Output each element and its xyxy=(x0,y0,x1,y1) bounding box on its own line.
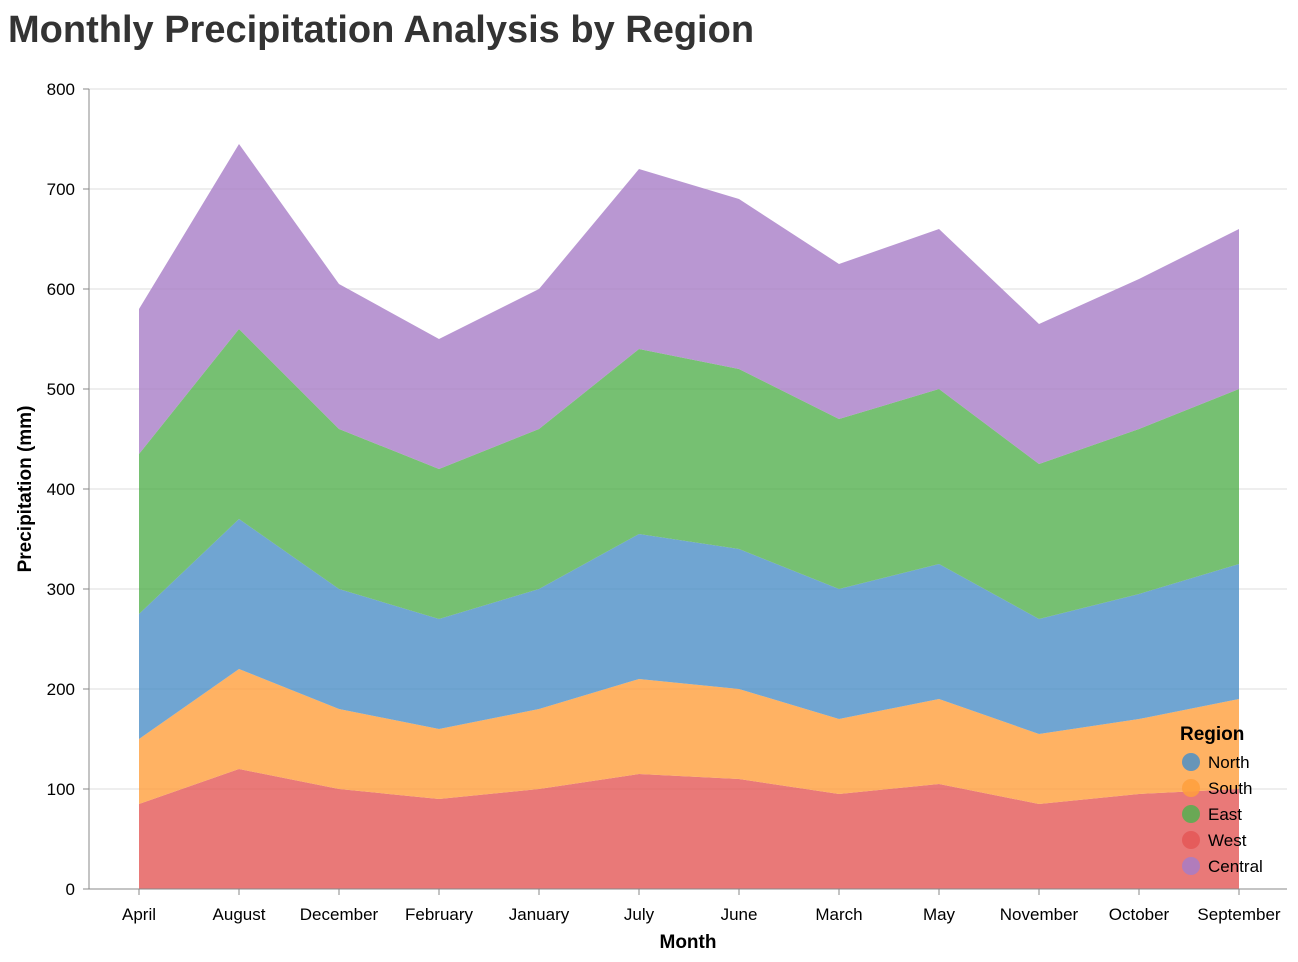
y-tick-label: 700 xyxy=(47,180,75,199)
x-tick-label: October xyxy=(1109,905,1170,924)
area-central xyxy=(139,144,1239,469)
y-tick-label: 500 xyxy=(47,380,75,399)
legend-swatch-south xyxy=(1182,779,1200,797)
area-west xyxy=(139,769,1239,889)
chart-title: Monthly Precipitation Analysis by Region xyxy=(8,9,754,51)
legend-label-central: Central xyxy=(1208,857,1263,876)
legend-swatch-north xyxy=(1182,753,1200,771)
y-tick-label: 0 xyxy=(66,880,75,899)
area-east xyxy=(139,329,1239,619)
legend-swatch-central xyxy=(1182,857,1200,875)
legend: Region North South East West Central xyxy=(1180,724,1263,876)
legend-label-south: South xyxy=(1208,779,1252,798)
x-tick-label: November xyxy=(1000,905,1079,924)
area-south xyxy=(139,669,1239,804)
y-axis-title: Precipitation (mm) xyxy=(15,406,36,573)
stacked-areas xyxy=(139,144,1239,889)
x-tick-label: January xyxy=(509,905,570,924)
x-tick-label: July xyxy=(624,905,655,924)
area-north xyxy=(139,519,1239,739)
legend-label-north: North xyxy=(1208,753,1250,772)
x-tick-label: February xyxy=(405,905,474,924)
axes: 0 100 200 300 400 500 600 700 800 April August Dece… xyxy=(47,80,1287,924)
x-tick-label: September xyxy=(1197,905,1280,924)
legend-title: Region xyxy=(1180,724,1244,745)
y-tick-label: 100 xyxy=(47,780,75,799)
x-axis-title: Month xyxy=(660,932,717,953)
x-tick-label: December xyxy=(300,905,379,924)
x-tick-label: April xyxy=(122,905,156,924)
y-tick-label: 400 xyxy=(47,480,75,499)
legend-swatch-east xyxy=(1182,805,1200,823)
y-tick-label: 200 xyxy=(47,680,75,699)
y-tick-label: 600 xyxy=(47,280,75,299)
x-tick-label: June xyxy=(721,905,758,924)
legend-swatch-west xyxy=(1182,831,1200,849)
x-tick-label: August xyxy=(213,905,266,924)
y-tick-label: 800 xyxy=(47,80,75,99)
x-tick-label: May xyxy=(923,905,956,924)
legend-label-east: East xyxy=(1208,805,1242,824)
legend-label-west: West xyxy=(1208,831,1247,850)
y-tick-label: 300 xyxy=(47,580,75,599)
x-tick-label: March xyxy=(815,905,862,924)
